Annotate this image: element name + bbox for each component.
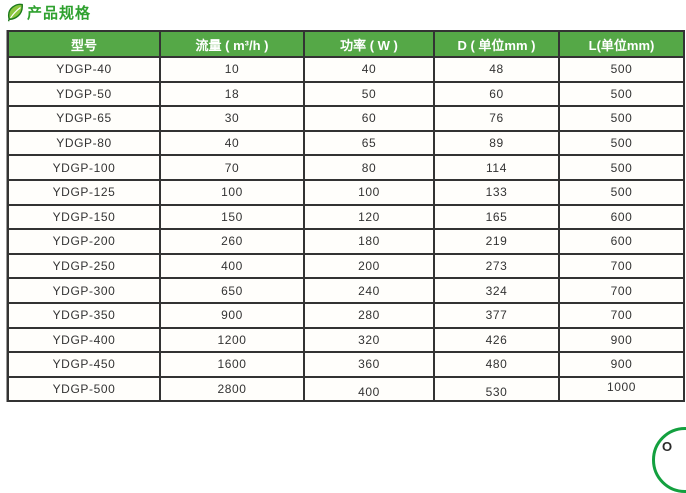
value-cell: 40 <box>303 56 435 83</box>
value-cell: 48 <box>433 56 560 83</box>
value-cell: 1000 <box>558 375 685 403</box>
value-cell: 700 <box>558 277 685 304</box>
value-cell: 900 <box>558 351 685 378</box>
table-header-row: 型号 流量 ( m³/h ) 功率 ( W ) D ( 单位mm ) L(单位mm) <box>7 30 685 58</box>
column-header-1: 流量 ( m³/h ) <box>159 30 305 58</box>
model-cell: YDGP-450 <box>7 351 161 378</box>
value-cell: 650 <box>159 277 305 304</box>
value-cell: 324 <box>433 277 560 304</box>
model-cell: YDGP-80 <box>7 129 161 157</box>
table-row: YDGP-100 70 80 114 500 <box>7 154 685 181</box>
value-cell: 530 <box>433 375 560 403</box>
stamp-logo: O <box>652 427 686 493</box>
value-cell: 114 <box>433 154 560 181</box>
value-cell: 60 <box>433 80 560 108</box>
table-row: YDGP-300 650 240 324 700 <box>7 277 685 304</box>
table-row: YDGP-250 400 200 273 700 <box>7 252 685 280</box>
value-cell: 480 <box>433 351 560 378</box>
model-cell: YDGP-150 <box>7 203 161 231</box>
value-cell: 400 <box>159 252 305 280</box>
table-row: YDGP-125 100 100 133 500 <box>7 178 685 206</box>
column-header-4: L(单位mm) <box>558 30 685 58</box>
model-cell: YDGP-350 <box>7 301 161 329</box>
table-row: YDGP-40 10 40 48 500 <box>7 56 685 83</box>
value-cell: 426 <box>433 326 560 354</box>
value-cell: 500 <box>558 178 685 206</box>
value-cell: 60 <box>303 105 435 132</box>
value-cell: 80 <box>303 154 435 181</box>
value-cell: 500 <box>558 56 685 83</box>
value-cell: 700 <box>558 252 685 280</box>
value-cell: 400 <box>303 375 435 403</box>
stamp-text: O <box>662 439 674 454</box>
model-cell: YDGP-40 <box>7 56 161 83</box>
value-cell: 219 <box>433 228 560 255</box>
value-cell: 150 <box>159 203 305 231</box>
model-cell: YDGP-200 <box>7 228 161 255</box>
value-cell: 120 <box>303 203 435 231</box>
value-cell: 500 <box>558 154 685 181</box>
column-header-0: 型号 <box>7 30 161 58</box>
value-cell: 133 <box>433 178 560 206</box>
table-row: YDGP-450 1600 360 480 900 <box>7 351 685 378</box>
model-cell: YDGP-125 <box>7 178 161 206</box>
model-cell: YDGP-100 <box>7 154 161 181</box>
table-row: YDGP-65 30 60 76 500 <box>7 105 685 132</box>
value-cell: 900 <box>159 301 305 329</box>
value-cell: 100 <box>159 178 305 206</box>
value-cell: 900 <box>558 326 685 354</box>
value-cell: 273 <box>433 252 560 280</box>
value-cell: 500 <box>558 80 685 108</box>
value-cell: 89 <box>433 129 560 157</box>
value-cell: 30 <box>159 105 305 132</box>
value-cell: 2800 <box>159 375 305 403</box>
model-cell: YDGP-65 <box>7 105 161 132</box>
table-row: YDGP-80 40 65 89 500 <box>7 129 685 157</box>
value-cell: 70 <box>159 154 305 181</box>
model-cell: YDGP-400 <box>7 326 161 354</box>
value-cell: 1600 <box>159 351 305 378</box>
value-cell: 18 <box>159 80 305 108</box>
value-cell: 180 <box>303 228 435 255</box>
value-cell: 76 <box>433 105 560 132</box>
section-title: 产品规格 <box>6 2 91 23</box>
value-cell: 500 <box>558 129 685 157</box>
value-cell: 165 <box>433 203 560 231</box>
value-cell: 500 <box>558 105 685 132</box>
value-cell: 377 <box>433 301 560 329</box>
model-cell: YDGP-500 <box>7 375 161 403</box>
page-title: 产品规格 <box>27 5 92 22</box>
table-row: YDGP-500 2800 400 530 1000 <box>7 375 685 403</box>
column-header-2: 功率 ( W ) <box>303 30 435 58</box>
model-cell: YDGP-300 <box>7 277 161 304</box>
value-cell: 240 <box>303 277 435 304</box>
spec-table: 型号 流量 ( m³/h ) 功率 ( W ) D ( 单位mm ) L(单位mm) Y… <box>7 30 685 403</box>
table-row: YDGP-150 150 120 165 600 <box>7 203 685 231</box>
model-cell: YDGP-50 <box>7 80 161 108</box>
value-cell: 65 <box>303 129 435 157</box>
value-cell: 1200 <box>159 326 305 354</box>
value-cell: 700 <box>558 301 685 329</box>
value-cell: 10 <box>159 56 305 83</box>
value-cell: 40 <box>159 129 305 157</box>
value-cell: 100 <box>303 178 435 206</box>
value-cell: 50 <box>303 80 435 108</box>
value-cell: 600 <box>558 203 685 231</box>
table-row: YDGP-200 260 180 219 600 <box>7 228 685 255</box>
table-row: YDGP-350 900 280 377 700 <box>7 301 685 329</box>
value-cell: 280 <box>303 301 435 329</box>
value-cell: 260 <box>159 228 305 255</box>
column-header-3: D ( 单位mm ) <box>433 30 560 58</box>
table-row: YDGP-400 1200 320 426 900 <box>7 326 685 354</box>
value-cell: 600 <box>558 228 685 255</box>
table-row: YDGP-50 18 50 60 500 <box>7 80 685 108</box>
value-cell: 360 <box>303 351 435 378</box>
value-cell: 320 <box>303 326 435 354</box>
model-cell: YDGP-250 <box>7 252 161 280</box>
leaf-icon <box>7 3 23 22</box>
value-cell: 200 <box>303 252 435 280</box>
